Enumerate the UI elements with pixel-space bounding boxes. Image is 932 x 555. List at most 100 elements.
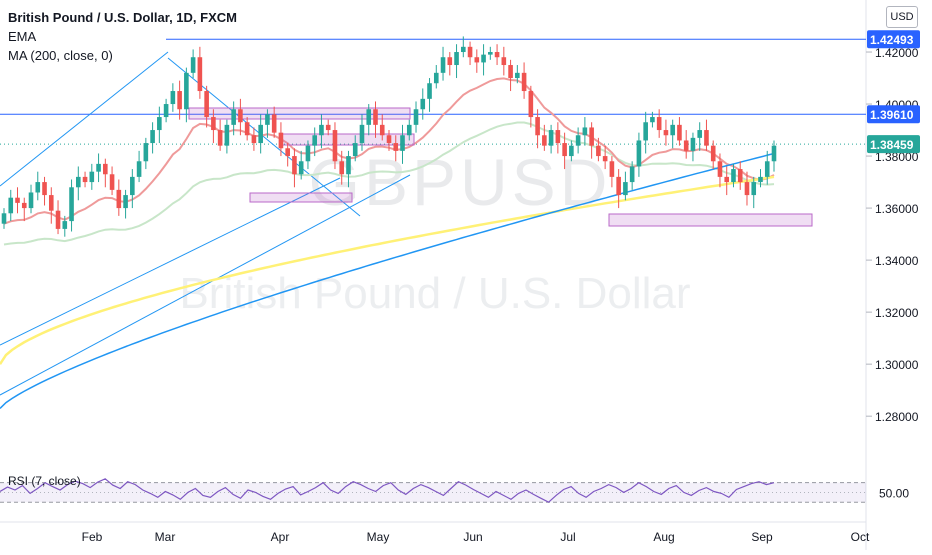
support-resistance-zone[interactable]	[250, 193, 352, 202]
candle-body	[42, 182, 47, 195]
candle-body	[204, 91, 209, 117]
candle-body	[758, 177, 763, 182]
candle-body	[569, 146, 574, 156]
candle-body	[123, 195, 128, 208]
candle-body	[542, 135, 547, 145]
candle-body	[643, 122, 648, 140]
price-tag-label: 1.39610	[870, 108, 914, 122]
candle-body	[137, 161, 142, 177]
candle-body	[400, 135, 405, 151]
trend-line[interactable]	[0, 52, 168, 186]
candle-body	[35, 182, 40, 192]
candle-body	[83, 177, 88, 182]
candle-body	[15, 198, 20, 203]
candle-body	[414, 109, 419, 125]
ma-indicator-label[interactable]: MA (200, close, 0)	[8, 46, 237, 65]
candle-body	[150, 130, 155, 143]
rsi-indicator-label[interactable]: RSI (7, close)	[8, 474, 81, 488]
candle-body	[56, 211, 61, 229]
y-tick-label: 1.28000	[875, 410, 919, 424]
candle-body	[529, 91, 534, 117]
candle-body	[90, 172, 95, 182]
candle-body	[603, 156, 608, 161]
candle-body	[29, 192, 34, 208]
candle-body	[265, 114, 270, 124]
candle-body	[447, 57, 452, 65]
candle-body	[508, 65, 513, 78]
candle-body	[495, 52, 500, 57]
candle-body	[441, 57, 446, 73]
candle-body	[339, 161, 344, 174]
candle-body	[481, 55, 486, 63]
candle-body	[664, 130, 669, 135]
candle-body	[718, 161, 723, 177]
y-tick-label: 1.34000	[875, 254, 919, 268]
candle-body	[360, 125, 365, 143]
candle-body	[407, 125, 412, 135]
candle-body	[306, 146, 311, 162]
candle-body	[596, 146, 601, 156]
candle-body	[312, 135, 317, 145]
candle-body	[434, 73, 439, 83]
y-tick-label: 1.32000	[875, 306, 919, 320]
candle-body	[8, 198, 13, 214]
price-tag-label: 1.38459	[870, 138, 914, 152]
x-axis-label: Jul	[560, 530, 575, 544]
candle-body	[218, 130, 223, 146]
rsi-value-label: 50.00	[879, 486, 909, 500]
currency-button[interactable]: USD	[886, 6, 918, 28]
candle-body	[738, 169, 743, 182]
candle-body	[704, 130, 709, 146]
candle-body	[684, 140, 689, 150]
candle-body	[130, 177, 135, 195]
candle-body	[245, 122, 250, 135]
candle-body	[103, 164, 108, 174]
candle-body	[353, 143, 358, 156]
candle-body	[171, 91, 176, 104]
candle-body	[731, 169, 736, 182]
candle-body	[583, 127, 588, 135]
candle-body	[144, 143, 149, 161]
candle-body	[279, 133, 284, 149]
candle-body	[117, 190, 122, 208]
candle-body	[157, 117, 162, 130]
x-axis-label: Jun	[463, 530, 482, 544]
candle-body	[225, 125, 230, 146]
candle-body	[657, 117, 662, 130]
candle-body	[49, 195, 54, 211]
candle-body	[373, 109, 378, 125]
candle-body	[69, 187, 74, 221]
x-axis-label: Apr	[271, 530, 290, 544]
candle-body	[22, 203, 27, 208]
watermark-ticker: GBPUSD	[309, 145, 612, 219]
x-axis-label: Sep	[751, 530, 773, 544]
symbol-title[interactable]: British Pound / U.S. Dollar, 1D, FXCM	[8, 8, 237, 27]
candle-body	[272, 114, 277, 132]
candle-body	[772, 146, 777, 162]
candle-body	[211, 117, 216, 130]
candle-body	[461, 47, 466, 52]
candle-body	[502, 57, 507, 65]
candle-body	[576, 135, 581, 145]
candle-body	[670, 125, 675, 135]
x-axis-label: Aug	[653, 530, 674, 544]
candle-body	[697, 130, 702, 138]
ema-indicator-label[interactable]: EMA	[8, 27, 237, 46]
candle-body	[765, 161, 770, 177]
x-axis-label: Feb	[82, 530, 103, 544]
price-tag-label: 1.42493	[870, 33, 914, 47]
candle-body	[475, 57, 480, 62]
candle-body	[637, 140, 642, 166]
candle-body	[454, 52, 459, 65]
candle-body	[380, 125, 385, 135]
candle-body	[285, 148, 290, 156]
candle-body	[616, 177, 621, 195]
candle-body	[164, 104, 169, 117]
x-axis-label: May	[367, 530, 390, 544]
support-resistance-zone[interactable]	[609, 214, 812, 226]
candle-body	[745, 182, 750, 195]
candle-body	[427, 83, 432, 99]
candle-body	[231, 109, 236, 125]
